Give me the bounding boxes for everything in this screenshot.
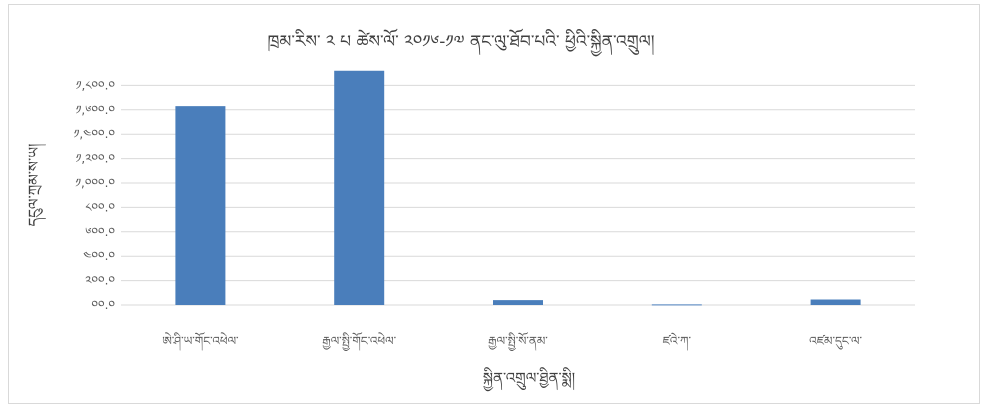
x-axis-label: སྐྱིན་འགྲུལ་ཐྱིན་སྨི། xyxy=(483,367,575,392)
y-axis-ticks: ༠༠.༠ ༢༠༠.༠ ༤༠༠.༠ ༦༠༠.༠ ༨༠༠.༠ ༡,༠༠༠.༠ ༡,༢༠༠.༠ ༡,… xyxy=(74,78,116,312)
grid-lines xyxy=(121,84,915,306)
bar xyxy=(651,304,702,306)
y-tick-label: ༡,༨༠༠.༠ xyxy=(76,78,116,92)
bar xyxy=(493,300,543,305)
bar xyxy=(334,70,385,305)
y-tick-label: ༡,༦༠༠.༠ xyxy=(76,103,116,117)
bar xyxy=(175,106,226,305)
y-tick-label: ༢༠༠.༠ xyxy=(85,274,115,288)
x-axis-ticks: ཨེ་ཤི་ཡ་གོང་འཕེལ་ རྒྱལ་སྤྱི་གོང་འཕེལ་ རྒྱལ… xyxy=(162,332,862,351)
x-tick-label: རྒྱལ་སྤྱི་གོང་འཕེལ་ xyxy=(322,332,396,351)
y-tick-label: ༤༠༠.༠ xyxy=(83,249,115,263)
bar xyxy=(810,299,861,305)
bar-chart: ཁྲམ་རིས་ ༢ པ ཚེས་ལོ་ ༢༠༡༦-༡༧ ནང་ལུ་ཐོབ་པ… xyxy=(25,28,915,392)
y-tick-label: ༡,༢༠༠.༠ xyxy=(76,152,116,166)
chart-frame: ཁྲམ་རིས་ ༢ པ ཚེས་ལོ་ ༢༠༡༦-༡༧ ནང་ལུ་ཐོབ་པ… xyxy=(8,4,980,404)
bars xyxy=(175,70,861,306)
x-tick-label: རྒྱལ་སྤྱི་སོ་ནམ་ xyxy=(488,332,548,351)
y-axis-label: དངུལ་ཀྲམ་ས་ཡ། xyxy=(25,144,47,227)
y-tick-label: ༨༠༠.༠ xyxy=(85,200,115,214)
y-tick-label: ༠༠.༠ xyxy=(91,298,115,312)
x-tick-label: འཛམ་དུང་ལ་ xyxy=(809,334,862,350)
y-tick-label: ༡,༠༠༠.༠ xyxy=(75,176,115,190)
chart-title: ཁྲམ་རིས་ ༢ པ ཚེས་ལོ་ ༢༠༡༦-༡༧ ནང་ལུ་ཐོབ་པ… xyxy=(268,28,655,57)
x-tick-label: ཛའེ་ཀ་ xyxy=(663,332,692,351)
y-tick-label: ༡,༤༠༠.༠ xyxy=(74,127,116,141)
y-tick-label: ༦༠༠.༠ xyxy=(85,225,115,239)
x-tick-label: ཨེ་ཤི་ཡ་གོང་འཕེལ་ xyxy=(162,332,239,351)
